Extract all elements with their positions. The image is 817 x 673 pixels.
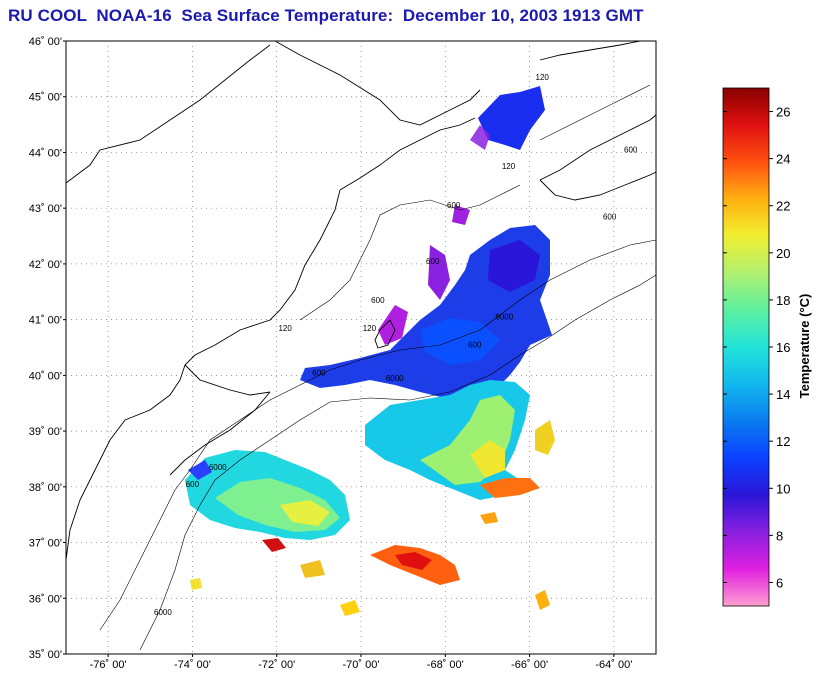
- contour-label: 120: [502, 162, 516, 171]
- sst-patch-gulfstream-orange: [480, 478, 540, 498]
- sst-patch-warm-fragment-5: [190, 578, 202, 590]
- colorbar-tick-label: 8: [776, 528, 783, 543]
- contour-label: 120: [536, 73, 550, 82]
- latitude-label: 42˚ 00': [29, 259, 62, 271]
- sst-patch-maine-violet: [452, 205, 470, 225]
- sst-patch-nantucket-purple: [428, 245, 450, 300]
- bathymetry-contours: [99, 84, 657, 651]
- longitude-label: -74˚ 00': [174, 659, 211, 671]
- latitude-label: 38˚ 00': [29, 482, 62, 494]
- latitude-label: 44˚ 00': [29, 147, 62, 159]
- sst-patch-bay-of-fundy: [478, 86, 545, 150]
- longitude-label: -66˚ 00': [511, 659, 548, 671]
- coastline: [65, 40, 657, 561]
- latitude-label: 41˚ 00': [29, 315, 62, 327]
- longitude-label: -68˚ 00': [427, 659, 464, 671]
- contour-label: 6000: [209, 463, 227, 472]
- map-plot-area[interactable]: [65, 40, 657, 655]
- sst-patch-gom-deep: [488, 240, 540, 292]
- colorbar-tick-label: 18: [776, 293, 790, 308]
- latitude-labels: 46˚ 00' 45˚ 00' 44˚ 00' 43˚ 00' 42˚ 00' 41˚ 0…: [29, 36, 66, 661]
- contour-label: 600: [426, 257, 440, 266]
- sst-patch-chesapeake-blue: [188, 460, 212, 480]
- colorbar-tick-label: 20: [776, 246, 790, 261]
- colorbar-tick-label: 16: [776, 340, 790, 355]
- colorbar-label: Temperature (°C): [797, 294, 812, 399]
- contour-label: 120: [363, 324, 377, 333]
- sst-patch-slope-yellow: [470, 440, 505, 478]
- longitude-label: -64˚ 00': [595, 659, 632, 671]
- contour-label: 6000: [154, 608, 172, 617]
- colorbar-tick-label: 26: [776, 105, 790, 120]
- latitude-label: 45˚ 00': [29, 92, 62, 104]
- longitude-label: -72˚ 00': [258, 659, 295, 671]
- colorbar-tick-label: 24: [776, 152, 790, 167]
- colorbar-ticks: 6 8 10 12 14 16 18 20 22 24 26: [723, 105, 790, 590]
- colorbar: [722, 87, 770, 607]
- longitude-labels: -76˚ 00' -74˚ 00' -72˚ 00' -70˚ 00' -68˚ 00'…: [90, 654, 632, 671]
- map-title: RU COOL NOAA-16 Sea Surface Temperature:…: [8, 6, 644, 25]
- latitude-label: 40˚ 00': [29, 370, 62, 382]
- longitude-label: -76˚ 00': [90, 659, 127, 671]
- sst-patch-red-spot: [262, 538, 286, 552]
- colorbar-tick-label: 14: [776, 387, 790, 402]
- sst-patch-warm-fragment-1: [300, 560, 325, 578]
- contour-label: 6000: [386, 374, 404, 383]
- latitude-label: 37˚ 00': [29, 538, 62, 550]
- longitude-label: -70˚ 00': [343, 659, 380, 671]
- contour-label: 600: [603, 212, 617, 221]
- latitude-label: 36˚ 00': [29, 593, 62, 605]
- sst-patch-warm-fragment-3: [535, 590, 550, 610]
- contour-label: 600: [468, 341, 482, 350]
- colorbar-tick-label: 12: [776, 434, 790, 449]
- colorbar-tick-label: 10: [776, 481, 790, 496]
- sst-patch-warm-fragment-4: [480, 512, 498, 524]
- contour-label: 600: [186, 480, 200, 489]
- sst-patch-east-yellow: [535, 420, 555, 455]
- contour-label: 600: [312, 368, 326, 377]
- contour-label: 120: [278, 324, 292, 333]
- sst-patch-fundy-cold: [470, 125, 490, 150]
- sst-patch-mid-atlantic-yellow: [280, 500, 330, 526]
- latitude-label: 35˚ 00': [29, 649, 62, 661]
- sst-patch-warm-fragment-2: [340, 600, 360, 616]
- contour-label: 600: [371, 296, 385, 305]
- sst-patch-gulfstream-south-core: [395, 552, 432, 570]
- contour-label: 600: [447, 201, 461, 210]
- contour-label: 6000: [495, 313, 513, 322]
- latitude-label: 43˚ 00': [29, 203, 62, 215]
- colorbar-tick-label: 22: [776, 199, 790, 214]
- latitude-label: 46˚ 00': [29, 36, 62, 48]
- contour-label: 600: [624, 145, 638, 154]
- colorbar-tick-label: 6: [776, 575, 783, 590]
- sst-imagery: [185, 86, 555, 616]
- contour-labels: 120 120 600 600 600 6000 120 600 6000 600 120 6000 6…: [154, 73, 638, 617]
- latitude-label: 39˚ 00': [29, 426, 62, 438]
